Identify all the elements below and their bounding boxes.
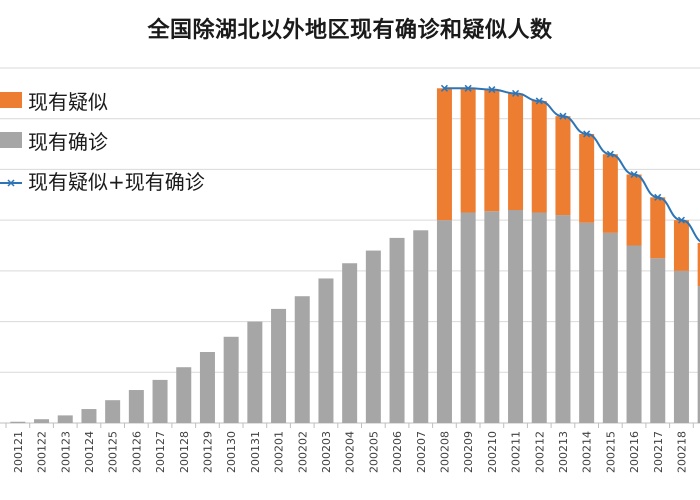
bar-confirmed <box>389 237 405 423</box>
x-tick-label: 200203 <box>320 431 333 473</box>
bar-confirmed <box>673 270 689 423</box>
x-tick-label: 200212 <box>533 431 546 473</box>
bar-confirmed <box>342 263 358 423</box>
x-tick-label: 200128 <box>178 431 191 473</box>
legend-item-confirmed: 现有确诊 <box>0 120 205 160</box>
x-tick-label: 200127 <box>154 431 167 473</box>
total-point <box>559 112 567 120</box>
bar-confirmed <box>531 212 547 423</box>
total-point <box>606 150 614 158</box>
legend-swatch-confirmed <box>0 132 22 148</box>
bar-confirmed <box>34 419 50 423</box>
bar-confirmed <box>650 258 666 423</box>
x-tick-label: 200206 <box>391 431 404 473</box>
legend-swatch-total <box>0 172 22 188</box>
x-tick-label: 200122 <box>36 431 49 473</box>
x-tick-label: 200201 <box>273 431 286 473</box>
bar-suspected <box>650 197 666 259</box>
legend: 现有疑似 现有确诊 现有疑似+现有确诊 <box>0 80 205 200</box>
bar-confirmed <box>460 212 476 423</box>
bar-confirmed <box>294 296 310 423</box>
bar-confirmed <box>10 421 26 423</box>
x-tick-label: 200121 <box>12 431 25 473</box>
bar-suspected <box>602 154 618 233</box>
legend-item-suspected: 现有疑似 <box>0 80 205 120</box>
bar-confirmed <box>626 245 642 423</box>
total-point <box>677 216 685 224</box>
x-tick-label: 200210 <box>486 431 499 473</box>
total-point <box>535 97 543 105</box>
bar-confirmed <box>57 415 73 423</box>
x-tick-label: 200124 <box>83 431 96 473</box>
total-point <box>512 89 520 97</box>
total-point <box>440 84 448 92</box>
x-tick-label: 200123 <box>59 431 72 473</box>
bar-confirmed <box>436 220 452 423</box>
x-tick-label: 200214 <box>581 431 594 473</box>
bar-confirmed <box>223 336 239 423</box>
x-tick-label: 200215 <box>604 431 617 473</box>
legend-item-total: 现有疑似+现有确诊 <box>0 160 205 200</box>
bar-confirmed <box>271 308 287 423</box>
bar-suspected <box>697 242 700 287</box>
x-tick-label: 200217 <box>652 431 665 473</box>
x-tick-label: 200208 <box>438 431 451 473</box>
bar-confirmed <box>199 352 215 423</box>
x-tick-label: 200130 <box>225 431 238 473</box>
bar-confirmed <box>484 211 500 423</box>
x-tick-label: 200202 <box>296 431 309 473</box>
bar-suspected <box>555 116 571 216</box>
bar-suspected <box>484 89 500 212</box>
x-tick-label: 200213 <box>557 431 570 473</box>
bar-suspected <box>436 88 452 221</box>
total-point <box>654 193 662 201</box>
bar-confirmed <box>247 321 263 423</box>
bar-confirmed <box>697 286 700 423</box>
bar-confirmed <box>128 390 144 423</box>
x-tick-label: 200205 <box>367 431 380 473</box>
x-tick-label: 200129 <box>201 431 214 473</box>
bar-suspected <box>626 174 642 246</box>
x-tick-label: 200204 <box>344 431 357 473</box>
bar-confirmed <box>413 230 429 423</box>
bar-suspected <box>531 100 547 213</box>
bar-confirmed <box>365 250 381 423</box>
bar-confirmed <box>152 379 168 423</box>
total-point <box>488 86 496 94</box>
chart-title: 全国除湖北以外地区现有确诊和疑似人数 <box>147 18 553 43</box>
bar-confirmed <box>555 215 571 423</box>
bar-suspected <box>508 93 524 210</box>
bar-suspected <box>460 88 476 213</box>
x-tick-label: 200209 <box>462 431 475 473</box>
bar-confirmed <box>318 278 334 423</box>
x-tick-label: 200125 <box>107 431 120 473</box>
bar-confirmed <box>579 222 595 423</box>
x-tick-label: 200131 <box>249 431 262 473</box>
bar-confirmed <box>105 400 121 423</box>
bar-confirmed <box>81 409 97 423</box>
bar-suspected <box>579 133 595 223</box>
x-tick-label: 200211 <box>510 431 523 473</box>
bar-confirmed <box>602 232 618 423</box>
legend-swatch-suspected <box>0 92 22 108</box>
x-tick-label: 200126 <box>130 431 143 473</box>
bar-confirmed <box>176 367 192 423</box>
total-point <box>630 170 638 179</box>
bar-suspected <box>673 220 689 271</box>
x-tick-label: 200216 <box>628 431 641 473</box>
legend-label-confirmed: 现有确诊 <box>28 129 108 154</box>
x-tick-label: 200218 <box>675 431 688 473</box>
legend-label-suspected: 现有疑似 <box>28 89 108 114</box>
legend-label-total: 现有疑似+现有确诊 <box>28 169 205 194</box>
total-point <box>464 84 472 92</box>
x-tick-label: 200207 <box>415 431 428 473</box>
bar-confirmed <box>508 210 524 423</box>
total-point <box>583 130 591 138</box>
